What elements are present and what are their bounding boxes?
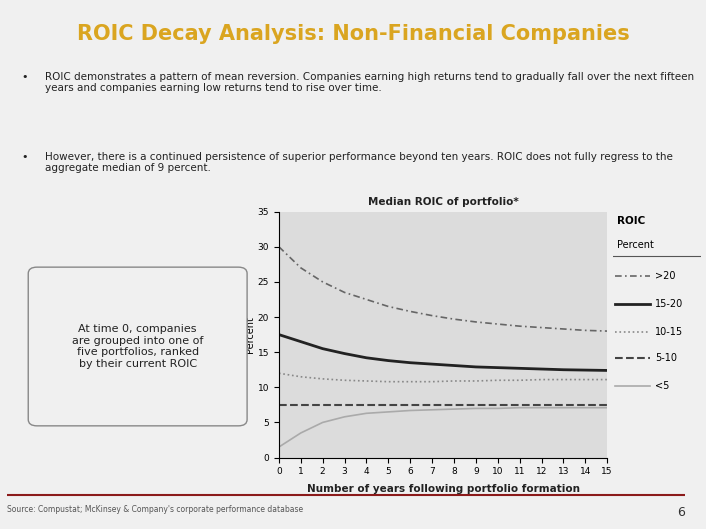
Text: However, there is a continued persistence of superior performance beyond ten yea: However, there is a continued persistenc… [44, 152, 673, 173]
Text: •: • [21, 71, 28, 81]
Text: 6: 6 [677, 506, 685, 519]
Text: Median ROIC of portfolio*: Median ROIC of portfolio* [368, 197, 519, 207]
Text: 15-20: 15-20 [655, 299, 683, 309]
Text: Percent: Percent [617, 240, 654, 250]
Y-axis label: Percent: Percent [245, 316, 255, 353]
Text: •: • [21, 152, 28, 162]
Text: 10-15: 10-15 [655, 327, 683, 337]
Text: >20: >20 [655, 271, 676, 281]
FancyBboxPatch shape [28, 267, 247, 426]
Text: Source: Compustat; McKinsey & Company's corporate performance database: Source: Compustat; McKinsey & Company's … [7, 505, 303, 514]
Text: Number of years following portfolio formation: Number of years following portfolio form… [307, 484, 580, 494]
Text: <5: <5 [655, 381, 669, 391]
Text: ROIC Decay Analysis: Non-Financial Companies: ROIC Decay Analysis: Non-Financial Compa… [77, 24, 629, 44]
Text: 5-10: 5-10 [655, 353, 677, 363]
Text: ROIC: ROIC [617, 216, 645, 226]
Text: ROIC demonstrates a pattern of mean reversion. Companies earning high returns te: ROIC demonstrates a pattern of mean reve… [44, 71, 694, 93]
Text: At time 0, companies
are grouped into one of
five portfolios, ranked
by their cu: At time 0, companies are grouped into on… [72, 324, 203, 369]
